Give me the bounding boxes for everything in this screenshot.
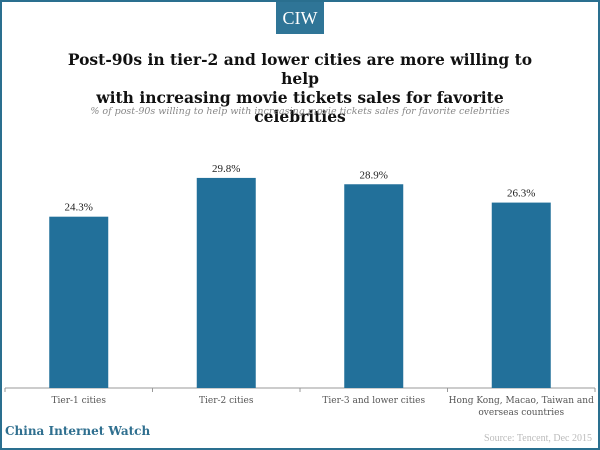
x-tick-label: Hong Kong, Macao, Taiwan and: [449, 396, 594, 406]
bar: [196, 177, 256, 388]
x-tick-label: Tier-1 cities: [52, 396, 107, 406]
data-label: 26.3%: [507, 188, 535, 200]
chart-title-line-2: with increasing movie tickets sales for …: [96, 88, 504, 126]
bar: [344, 184, 404, 388]
x-tick-label: Tier-3 and lower cities: [322, 396, 425, 406]
ciw-logo: CIW: [276, 2, 324, 34]
x-tick-label: Tier-2 cities: [199, 396, 254, 406]
chart-subtitle: % of post-90s willing to help with incre…: [90, 106, 510, 117]
data-label: 24.3%: [65, 202, 93, 214]
data-label: 29.8%: [212, 163, 240, 175]
chart-title: Post-90s in tier-2 and lower cities are …: [60, 50, 540, 126]
brand-name: China Internet Watch: [5, 424, 151, 438]
data-label: 28.9%: [360, 169, 388, 181]
source-note: Source: Tencent, Dec 2015: [484, 433, 592, 444]
x-tick-label: overseas countries: [478, 408, 564, 418]
bar: [49, 216, 109, 388]
chart-title-line-1: Post-90s in tier-2 and lower cities are …: [67, 50, 533, 88]
bar: [491, 202, 551, 388]
